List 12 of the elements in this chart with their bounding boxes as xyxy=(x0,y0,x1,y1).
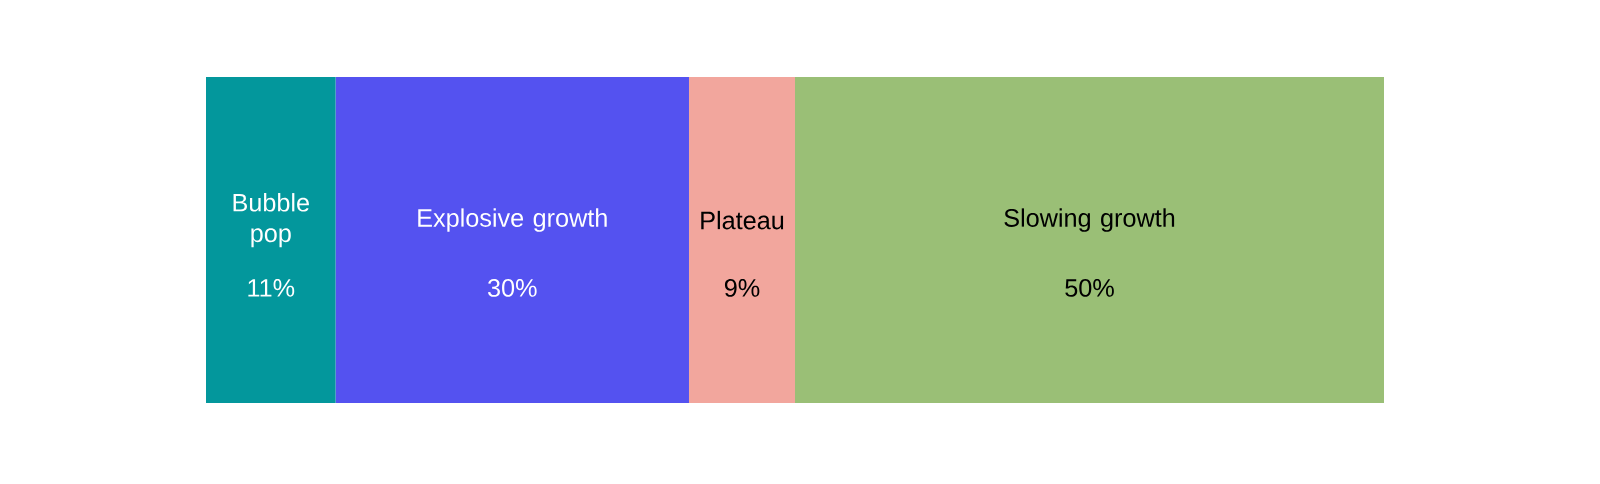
series-label: Explosive growth xyxy=(418,208,607,232)
data-label: 30% xyxy=(487,278,537,297)
series-label: Bubble pop xyxy=(233,193,309,248)
series-label: Plateau xyxy=(701,210,784,230)
bar xyxy=(335,76,689,403)
bar xyxy=(206,76,336,403)
data-label: 11% xyxy=(248,279,295,297)
bar xyxy=(795,76,1385,403)
bar xyxy=(688,76,796,403)
data-label: 50% xyxy=(1065,278,1114,297)
data-label: 9% xyxy=(724,278,760,297)
series-label: Slowing growth xyxy=(1004,208,1175,232)
